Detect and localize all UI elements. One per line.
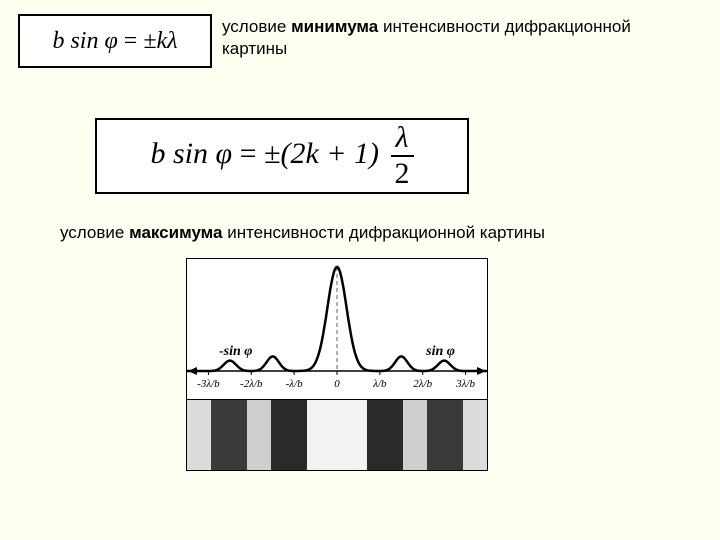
formula-max-rhs-prefix: ±(2k + 1) bbox=[264, 137, 379, 170]
formula-max-lhs: b sin φ bbox=[150, 137, 232, 170]
caption-max-bold: максимума bbox=[129, 223, 222, 242]
equals-sign-2: = bbox=[240, 137, 264, 170]
diffraction-figure: -3λ/b -2λ/b -λ/b 0 λ/b 2λ/b 3λ/b -sin φ sin φ bbox=[186, 258, 488, 471]
formula-min-math: b sin φ = ±kλ bbox=[52, 28, 177, 55]
fringe-band bbox=[427, 400, 463, 470]
fringe-bands bbox=[187, 399, 487, 470]
svg-text:sin φ: sin φ bbox=[425, 344, 455, 359]
formula-min-lhs: b sin φ bbox=[52, 28, 117, 54]
intensity-plot-svg: -3λ/b -2λ/b -λ/b 0 λ/b 2λ/b 3λ/b -sin φ sin φ bbox=[187, 259, 487, 399]
page-root: b sin φ = ±kλ условие минимума интенсивн… bbox=[0, 0, 720, 540]
fringe-band bbox=[463, 400, 487, 470]
fringe-band bbox=[211, 400, 247, 470]
svg-text:λ/b: λ/b bbox=[372, 378, 387, 390]
formula-max-num: λ bbox=[391, 123, 414, 155]
caption-max: условие максимума интенсивности дифракци… bbox=[60, 222, 620, 244]
formula-min-rhs: ±kλ bbox=[143, 28, 177, 54]
fringe-band bbox=[307, 400, 367, 470]
fringe-band bbox=[187, 400, 211, 470]
formula-min-box: b sin φ = ±kλ bbox=[18, 14, 212, 68]
svg-text:-sin φ: -sin φ bbox=[219, 344, 252, 359]
fringe-band bbox=[247, 400, 271, 470]
svg-text:3λ/b: 3λ/b bbox=[455, 378, 475, 390]
caption-max-prefix: условие bbox=[60, 223, 129, 242]
fringe-band bbox=[271, 400, 307, 470]
svg-text:-3λ/b: -3λ/b bbox=[197, 378, 220, 390]
svg-text:2λ/b: 2λ/b bbox=[413, 378, 432, 390]
svg-text:0: 0 bbox=[334, 378, 340, 390]
fringe-band bbox=[403, 400, 427, 470]
fringe-band bbox=[367, 400, 403, 470]
svg-text:-λ/b: -λ/b bbox=[286, 378, 303, 390]
formula-max-math: b sin φ = ±(2k + 1) λ 2 bbox=[150, 123, 413, 189]
equals-sign: = bbox=[124, 28, 144, 54]
svg-text:-2λ/b: -2λ/b bbox=[240, 378, 263, 390]
formula-max-fraction: λ 2 bbox=[391, 123, 414, 189]
caption-min-prefix: условие bbox=[222, 17, 291, 36]
caption-min-bold: минимума bbox=[291, 17, 378, 36]
formula-max-den: 2 bbox=[391, 155, 414, 189]
caption-min: условие минимума интенсивности дифракцио… bbox=[222, 16, 652, 60]
formula-max-box: b sin φ = ±(2k + 1) λ 2 bbox=[95, 118, 469, 194]
caption-max-suffix: интенсивности дифракционной картины bbox=[222, 223, 545, 242]
